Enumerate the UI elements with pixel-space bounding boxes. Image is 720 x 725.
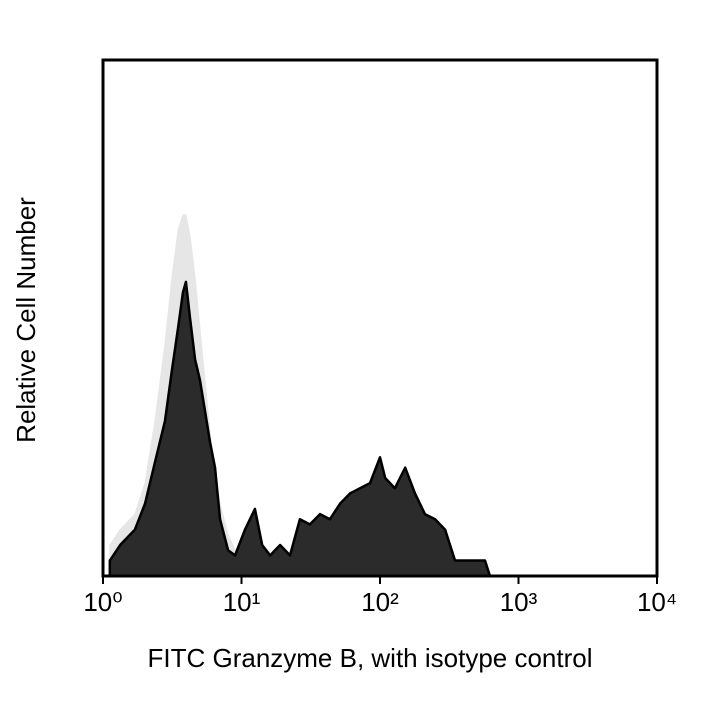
x-tick-label: 10⁰	[83, 587, 122, 617]
x-tick-label: 10¹	[223, 587, 261, 617]
x-tick-label: 10⁴	[637, 587, 677, 617]
histogram-area	[108, 280, 492, 578]
x-axis-label: FITC Granzyme B, with isotype control	[147, 643, 592, 673]
x-tick-label: 10³	[500, 587, 538, 617]
y-axis-label: Relative Cell Number	[11, 197, 41, 443]
x-tick-label: 10²	[361, 587, 399, 617]
